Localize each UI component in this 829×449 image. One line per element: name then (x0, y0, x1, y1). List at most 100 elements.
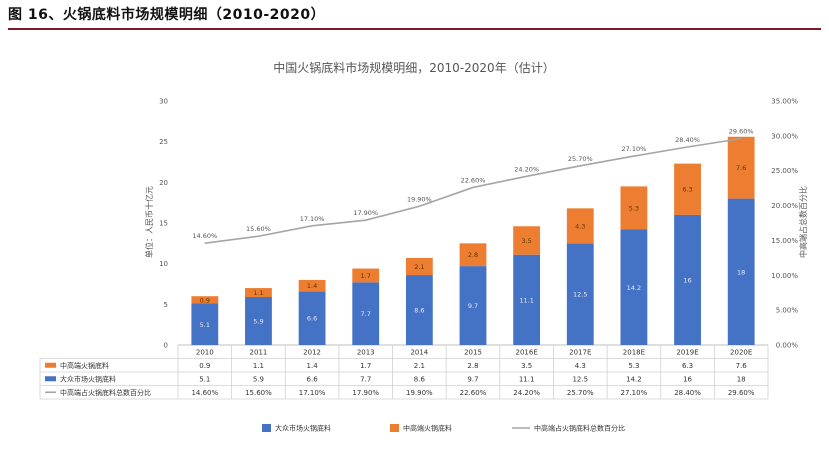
y-axis-label: 单位：人民币十亿元 (144, 186, 154, 258)
data-label-mass-market: 9.7 (468, 302, 478, 310)
y-tick-label: 30 (159, 98, 168, 106)
data-label-mass-market: 5.1 (200, 321, 210, 329)
bar-mass-market (566, 243, 594, 345)
data-table: 2010 2011 2012 2013 2014 2015 2016E 2017E 2018E 2… (39, 345, 769, 400)
x-tick-label: 2011 (250, 349, 268, 357)
data-label-mass-market: 5.9 (253, 318, 263, 326)
data-label-mass-market: 6.6 (307, 315, 317, 323)
table-row-name: 中高端火锅底料 (60, 361, 109, 370)
x-tick-label: 2013 (357, 349, 375, 357)
table-cell: 16 (683, 376, 692, 384)
y2-tick-label: 25.00% (771, 167, 798, 175)
y2-tick-label: 10.00% (771, 272, 798, 280)
data-label-mass-market: 18 (737, 268, 745, 276)
table-cell: 6.6 (307, 376, 319, 384)
bar-mass-market (459, 266, 487, 345)
table-cell: 8.6 (414, 376, 426, 384)
data-label-share: 27.10% (622, 145, 647, 153)
data-label-premium: 4.3 (575, 222, 585, 230)
y-tick-label: 10 (159, 260, 168, 268)
bar-premium (727, 136, 755, 199)
data-label-mass-market: 7.7 (361, 310, 371, 318)
x-tick-label: 2015 (464, 349, 482, 357)
y-tick-label: 0 (164, 342, 168, 350)
bar-mass-market (405, 275, 433, 345)
y2-tick-label: 5.00% (776, 307, 799, 315)
bar-premium (298, 279, 326, 292)
bar-premium (245, 288, 272, 298)
data-label-share: 25.70% (568, 155, 593, 163)
table-cell: 12.5 (572, 376, 588, 384)
title-rule (8, 28, 821, 30)
data-label-premium: 5.3 (629, 204, 639, 212)
legend-key-swatch (262, 424, 271, 432)
data-label-premium: 2.1 (414, 263, 424, 271)
y2-tick-label: 35.00% (771, 98, 798, 106)
data-label-share: 15.60% (246, 225, 271, 233)
table-cell: 15.60% (245, 389, 272, 397)
table-cell: 4.3 (575, 362, 586, 370)
bar-premium (191, 296, 219, 304)
data-label-mass-market: 11.1 (519, 296, 533, 304)
legend: 大众市场火锅底料 中高端火锅底料 中高端占火锅底料总数百分比 (262, 424, 625, 433)
y2-tick-label: 15.00% (771, 237, 798, 245)
y-tick-label: 5 (164, 301, 168, 309)
table-cell: 7.6 (736, 362, 748, 370)
data-label-share: 28.40% (675, 136, 700, 144)
y2-tick-label: 20.00% (771, 202, 798, 210)
x-tick-label: 2012 (303, 349, 321, 357)
data-label-premium: 6.3 (682, 186, 692, 194)
bar-premium (566, 208, 594, 244)
y-tick-label: 25 (159, 138, 168, 146)
table-cell: 1.4 (307, 362, 319, 370)
bar-mass-market (245, 297, 272, 345)
bar-mass-market (620, 229, 648, 345)
table-cell: 14.2 (626, 376, 642, 384)
data-label-mass-market: 16 (683, 276, 691, 284)
table-cell: 28.40% (674, 389, 701, 397)
table-cell: 29.60% (728, 389, 755, 397)
table-cell: 1.7 (360, 362, 371, 370)
table-cell: 22.60% (460, 389, 487, 397)
table-cell: 19.90% (406, 389, 433, 397)
data-label-share: 17.10% (300, 215, 325, 223)
bar-premium (513, 226, 541, 255)
y2-tick-label: 0.00% (776, 342, 799, 350)
x-tick-label: 2017E (569, 349, 591, 357)
bar-premium (405, 257, 433, 276)
figure-title: 图 16、火锅底料市场规模明细（2010-2020） (8, 7, 326, 23)
table-cell: 5.3 (628, 362, 639, 370)
bar-mass-market (352, 282, 380, 345)
table-cell: 9.7 (467, 376, 478, 384)
x-tick-label: 2016E (516, 349, 538, 357)
table-key-swatch (45, 362, 56, 368)
y-tick-label: 20 (159, 179, 168, 187)
data-label-premium: 3.5 (521, 237, 531, 245)
table-cell: 24.20% (513, 389, 540, 397)
bar-premium (620, 186, 648, 230)
table-cell: 0.9 (199, 362, 210, 370)
table-key-swatch (45, 376, 56, 382)
table-cell: 6.3 (682, 362, 693, 370)
legend-entry: 大众市场火锅底料 (275, 424, 331, 433)
bar-mass-market (191, 303, 219, 345)
data-label-premium: 7.6 (736, 164, 746, 172)
y2-axis-label: 中高端占总数百分比 (798, 186, 808, 258)
table-cell: 3.5 (521, 362, 532, 370)
table-cell: 14.60% (191, 389, 218, 397)
bar-mass-market (727, 198, 755, 345)
plot-area: 0 5 10 15 20 25 30 0.00% 5.00% 10.00% 15.00% 20.00%… (159, 98, 798, 350)
table-cell: 5.9 (253, 376, 264, 384)
x-tick-label: 2018E (623, 349, 645, 357)
bar-premium (352, 268, 380, 283)
data-label-premium: 1.7 (361, 272, 371, 280)
bar-mass-market (513, 254, 541, 345)
bar-mass-market (298, 291, 326, 345)
data-label-premium: 1.4 (307, 282, 317, 290)
data-label-premium: 2.8 (468, 251, 478, 259)
legend-entry: 中高端占火锅底料总数百分比 (534, 424, 625, 433)
table-row-name: 大众市场火锅底料 (60, 375, 116, 384)
data-label-share: 19.90% (407, 195, 432, 203)
table-row-name: 中高端占火锅底料总数百分比 (60, 388, 151, 397)
data-label-mass-market: 14.2 (627, 284, 641, 292)
